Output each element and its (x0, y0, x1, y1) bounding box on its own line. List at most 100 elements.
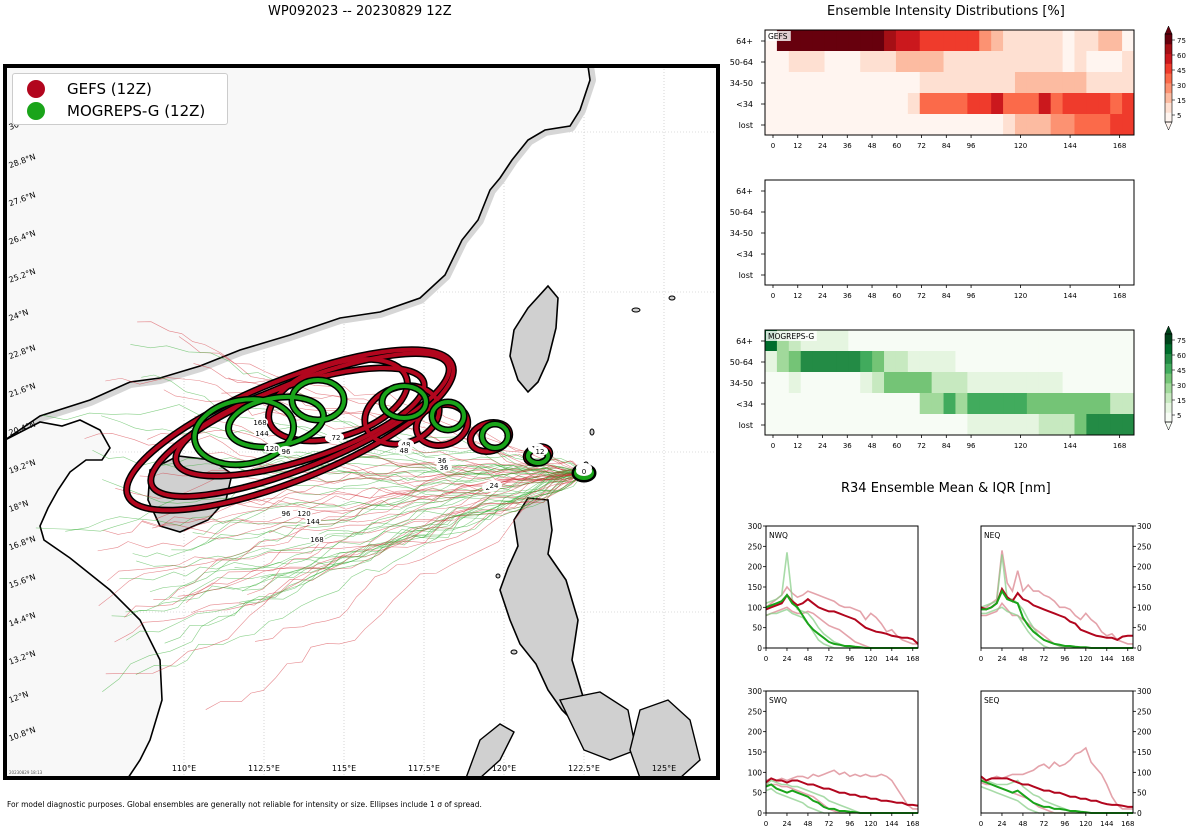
heatmap-cell (1110, 330, 1123, 352)
heatmap-cell (1062, 30, 1075, 52)
heatmap-x-tick: 168 (1113, 442, 1126, 450)
heatmap-cell (955, 93, 968, 115)
lon-label: 117.5°E (408, 764, 440, 773)
heatmap-cell (788, 114, 802, 136)
heatmap-cell (895, 414, 909, 436)
r34-x-tick: 0 (979, 655, 983, 663)
heatmap-cell (1074, 30, 1087, 52)
heatmap-cell (1003, 51, 1016, 73)
heatmap-cell (824, 51, 837, 73)
heatmap-x-tick: 84 (942, 292, 951, 300)
r34-y-tick: 300 (748, 522, 763, 531)
gefs-hour-label: 120 (265, 445, 278, 453)
heatmap-cell (848, 114, 861, 136)
mogreps-member-track (102, 469, 585, 504)
heatmap-cell (1003, 414, 1016, 436)
gefs-mean-line (980, 586, 1133, 642)
mogreps-hour-bubble (486, 480, 502, 490)
heatmap-cell (1026, 114, 1040, 136)
heatmap-cell (812, 393, 826, 415)
heatmap-cell (788, 372, 802, 394)
heatmap-cell (800, 114, 814, 136)
heatmap-x-tick: 96 (967, 442, 976, 450)
heatmap-cell (1050, 414, 1064, 436)
gefs-hour-bubble (254, 428, 270, 438)
heatmap-cell (1050, 351, 1064, 373)
r34-quadrant-label: SEQ (984, 696, 999, 705)
gefs-member-track (114, 472, 585, 643)
heatmap-cell (1050, 372, 1064, 394)
heatmap-cell (1122, 372, 1135, 394)
heatmap-cell (919, 330, 933, 352)
heatmap-cell (1062, 114, 1075, 136)
heatmap-cell (1086, 330, 1099, 352)
r34-x-tick: 96 (845, 820, 854, 828)
heatmap-cell (991, 414, 1004, 436)
heatmap-cell (1122, 72, 1135, 94)
heatmap-cell (776, 51, 790, 73)
gefs-hour-label: 144 (255, 430, 269, 438)
heatmap-cell (1038, 351, 1052, 373)
heatmap-cell (872, 372, 885, 394)
colorbar: 75 60 45 30 15 5 (1164, 25, 1186, 131)
heatmap-cell (919, 30, 933, 52)
heatmap-cell (943, 372, 956, 394)
heatmap-cell (967, 51, 980, 73)
heatmap-cell (836, 51, 849, 73)
heatmap-cell (836, 393, 849, 415)
heatmap-cell (884, 372, 897, 394)
heatmap-cell (931, 330, 945, 352)
heatmap-x-tick: 24 (818, 142, 827, 150)
legend-entry-gefs: GEFS (12Z) (27, 78, 152, 100)
mogreps-hour-bubble (328, 432, 344, 442)
colorbar-tick: 15 (1177, 97, 1186, 105)
r34-quadrant-label: NEQ (984, 531, 1000, 540)
heatmap-cell (979, 93, 992, 115)
gefs-iqr-upper-line (980, 746, 1133, 810)
heatmap-cell (1062, 72, 1075, 94)
heatmap-cell (979, 30, 992, 52)
legend-marker-mogreps (27, 102, 45, 120)
heatmap-cell (1086, 372, 1099, 394)
gefs-mean-line (765, 593, 919, 645)
heatmap-cell (884, 114, 897, 136)
heatmap-x-tick: 84 (942, 442, 951, 450)
mogreps-member-track (158, 450, 585, 481)
heatmap-cell (872, 393, 885, 415)
gefs-member-track (205, 472, 585, 710)
heatmap-cell (1086, 30, 1099, 52)
heatmap-x-tick: 12 (793, 142, 802, 150)
r34-y-tick: 200 (1137, 563, 1152, 572)
mogreps-member-track (164, 472, 585, 644)
heatmap-cell (943, 114, 956, 136)
heatmap-cell (1098, 51, 1111, 73)
heatmap-cell (907, 51, 921, 73)
heatmap-cell (919, 414, 933, 436)
heatmap-cell (800, 414, 814, 436)
heatmap-cell (1098, 393, 1111, 415)
heatmap-cell (1110, 72, 1123, 94)
gefs-member-track (254, 472, 585, 642)
heatmap-cell (1122, 414, 1135, 436)
heatmap-cell (836, 114, 849, 136)
heatmap-cell (1014, 414, 1028, 436)
heatmap-cell (765, 114, 778, 136)
gefs-mean-line (765, 777, 919, 807)
r34-quadrant-label: NWQ (769, 531, 788, 540)
heatmap-cell (884, 330, 897, 352)
heatmap-cell (848, 393, 861, 415)
heatmap-cell (860, 330, 873, 352)
heatmap-cell (1098, 330, 1111, 352)
heatmap-cell (1122, 114, 1135, 136)
heatmap-cell (836, 93, 849, 115)
heatmap-cell (1110, 51, 1123, 73)
heatmap-cell (800, 351, 814, 373)
heatmap-cell (1014, 330, 1028, 352)
heatmap-cell (1098, 351, 1111, 373)
heatmap-row-label: 64+ (736, 37, 753, 46)
heatmap-cell (1038, 51, 1052, 73)
mogreps-member-track (149, 472, 585, 593)
colorbar-tick: 75 (1177, 37, 1186, 45)
heatmap-row-label: 64+ (736, 337, 753, 346)
heatmap-cell (919, 93, 933, 115)
